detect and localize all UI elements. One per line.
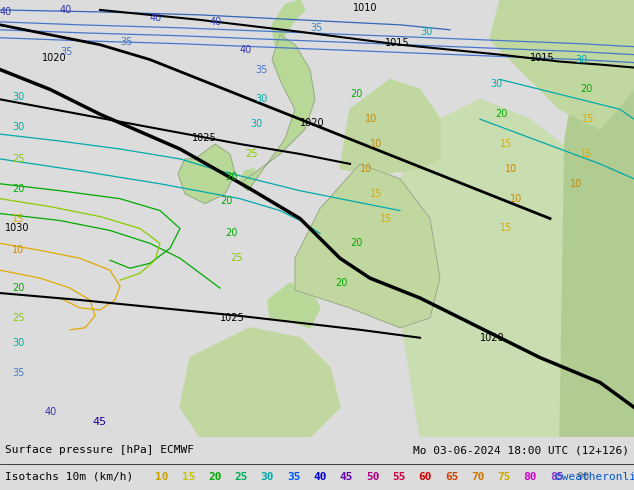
Polygon shape <box>272 0 305 45</box>
Text: 20: 20 <box>12 283 24 293</box>
Text: 25: 25 <box>12 313 25 323</box>
Text: 1030: 1030 <box>5 223 30 233</box>
Text: 25: 25 <box>245 149 257 159</box>
Polygon shape <box>560 0 634 437</box>
Text: 30: 30 <box>12 338 24 348</box>
Text: 40: 40 <box>210 17 223 27</box>
Polygon shape <box>390 99 634 437</box>
Text: 10: 10 <box>510 194 522 204</box>
Text: 10: 10 <box>505 164 517 174</box>
Polygon shape <box>240 169 255 181</box>
Text: 20: 20 <box>225 172 237 182</box>
Text: 80: 80 <box>524 472 537 482</box>
Text: 45: 45 <box>92 417 106 427</box>
Text: 15: 15 <box>500 223 512 233</box>
Text: Isotachs 10m (km/h): Isotachs 10m (km/h) <box>5 472 133 482</box>
Polygon shape <box>340 79 440 174</box>
Text: 20: 20 <box>580 84 592 95</box>
Text: 20: 20 <box>350 89 363 99</box>
Text: 1015: 1015 <box>385 38 410 48</box>
Text: 40: 40 <box>0 7 12 17</box>
Text: 1020: 1020 <box>42 52 67 63</box>
Text: 25: 25 <box>12 154 25 164</box>
Text: 10: 10 <box>570 179 582 189</box>
Text: 30: 30 <box>250 119 262 129</box>
Text: 25: 25 <box>230 253 242 263</box>
Text: 15: 15 <box>580 149 592 159</box>
Text: 35: 35 <box>287 472 301 482</box>
Text: 30: 30 <box>12 122 24 132</box>
Text: 10: 10 <box>360 164 372 174</box>
Text: 70: 70 <box>471 472 484 482</box>
Polygon shape <box>295 164 440 328</box>
Text: 30: 30 <box>420 27 432 37</box>
Text: 1010: 1010 <box>353 3 377 13</box>
Text: 30: 30 <box>12 92 24 102</box>
Text: 40: 40 <box>150 13 162 23</box>
Text: 85: 85 <box>550 472 564 482</box>
Text: 55: 55 <box>392 472 406 482</box>
Text: 20: 20 <box>208 472 221 482</box>
Text: 35: 35 <box>12 368 24 377</box>
Text: 1025: 1025 <box>220 313 245 323</box>
Text: 75: 75 <box>497 472 511 482</box>
Text: Mo 03-06-2024 18:00 UTC (12+126): Mo 03-06-2024 18:00 UTC (12+126) <box>413 445 629 455</box>
Polygon shape <box>268 283 320 328</box>
Text: 30: 30 <box>261 472 274 482</box>
Text: 40: 40 <box>240 45 252 55</box>
Text: 20: 20 <box>12 184 24 194</box>
Text: 35: 35 <box>255 65 268 74</box>
Text: 20: 20 <box>225 228 237 239</box>
Text: 15: 15 <box>181 472 195 482</box>
Text: 15: 15 <box>12 214 24 223</box>
Text: 20: 20 <box>220 196 233 206</box>
Text: 10: 10 <box>365 114 377 124</box>
Text: 30: 30 <box>575 54 587 65</box>
Text: 20: 20 <box>350 238 363 248</box>
Polygon shape <box>490 0 634 129</box>
Text: Surface pressure [hPa] ECMWF: Surface pressure [hPa] ECMWF <box>5 445 194 455</box>
Text: ©weatheronline.co.uk: ©weatheronline.co.uk <box>555 472 634 482</box>
Text: 90: 90 <box>576 472 590 482</box>
Text: 15: 15 <box>500 139 512 149</box>
Text: 25: 25 <box>235 472 248 482</box>
Text: 45: 45 <box>340 472 353 482</box>
Text: 35: 35 <box>310 23 322 33</box>
Polygon shape <box>240 35 315 191</box>
Text: 1015: 1015 <box>530 52 555 63</box>
Text: 1020: 1020 <box>300 118 325 128</box>
Text: 1020: 1020 <box>480 333 505 343</box>
Polygon shape <box>180 328 340 437</box>
Text: 65: 65 <box>445 472 458 482</box>
Text: 15: 15 <box>380 214 392 223</box>
Text: 40: 40 <box>45 407 57 417</box>
Text: 35: 35 <box>120 37 133 47</box>
Text: 35: 35 <box>60 47 72 57</box>
Text: 1025: 1025 <box>192 133 217 143</box>
Text: 40: 40 <box>60 5 72 15</box>
Text: 10: 10 <box>155 472 169 482</box>
Text: 15: 15 <box>370 189 382 199</box>
Text: 10: 10 <box>12 245 24 255</box>
Text: 50: 50 <box>366 472 379 482</box>
Text: 30: 30 <box>490 79 502 90</box>
Text: 20: 20 <box>335 278 347 288</box>
Text: 20: 20 <box>495 109 507 119</box>
Text: 60: 60 <box>418 472 432 482</box>
Text: 30: 30 <box>255 95 268 104</box>
Text: 15: 15 <box>582 114 595 124</box>
Polygon shape <box>178 144 235 204</box>
Text: 40: 40 <box>313 472 327 482</box>
Text: 10: 10 <box>370 139 382 149</box>
